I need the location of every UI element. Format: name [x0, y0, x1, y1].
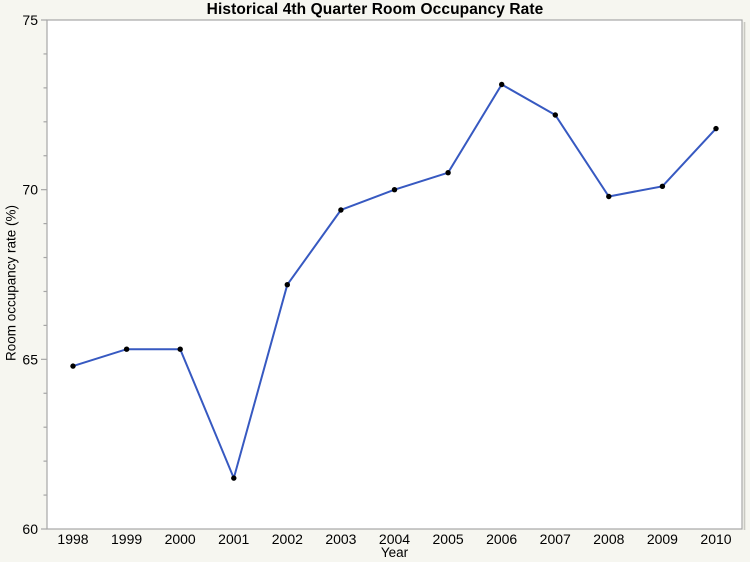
- x-tick-label: 1999: [111, 531, 142, 547]
- x-tick-label: 2006: [486, 531, 517, 547]
- data-point: [606, 193, 612, 200]
- x-tick-label: 2005: [433, 531, 464, 547]
- chart-title: Historical 4th Quarter Room Occupancy Ra…: [206, 1, 544, 18]
- data-point: [445, 170, 451, 176]
- data-point: [338, 207, 344, 213]
- y-tick-label: 60: [22, 521, 38, 537]
- x-tick-label: 2003: [325, 531, 356, 547]
- x-tick-label: 2000: [165, 531, 196, 547]
- data-point: [499, 81, 505, 88]
- x-tick-label: 2001: [218, 531, 249, 547]
- x-tick-label: 1998: [57, 531, 88, 547]
- data-point: [659, 183, 666, 189]
- x-axis-title: Year: [380, 545, 409, 560]
- x-tick-label: 2009: [647, 531, 678, 547]
- x-tick-label: 2008: [593, 531, 624, 547]
- x-tick-label: 2002: [272, 531, 303, 547]
- data-point: [284, 282, 290, 288]
- y-tick-label: 75: [22, 12, 38, 28]
- y-tick-label: 65: [22, 351, 38, 367]
- data-point: [391, 187, 398, 193]
- data-point: [231, 475, 237, 481]
- x-tick-label: 2007: [540, 531, 571, 547]
- data-point: [552, 112, 558, 118]
- plot-frame: [46, 19, 743, 530]
- data-point: [713, 125, 719, 132]
- x-tick-label: 2004: [379, 531, 410, 547]
- data-point: [123, 346, 130, 352]
- data-point: [70, 363, 76, 369]
- y-tick-label: 70: [22, 182, 38, 198]
- data-point: [177, 346, 183, 352]
- x-tick-label: 2010: [700, 531, 731, 547]
